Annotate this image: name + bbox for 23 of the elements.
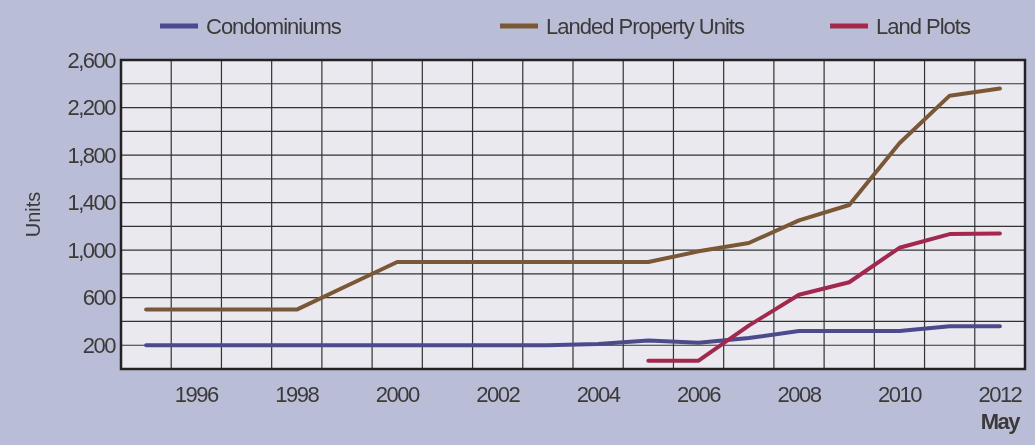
- legend-label: Landed Property Units: [546, 13, 745, 39]
- x-tick-label: 1998: [275, 382, 320, 407]
- x-tick-label: 1996: [174, 382, 220, 407]
- y-tick-label: 2,200: [67, 95, 117, 121]
- x-tick-label: 2012 May: [978, 382, 1023, 434]
- legend-label: Condominiums: [206, 13, 342, 39]
- x-tick-label: 2002: [476, 382, 521, 407]
- y-axis-title: Units: [22, 191, 44, 238]
- x-tick-label: 2008: [777, 382, 822, 407]
- y-tick-label: 1,800: [67, 142, 117, 168]
- x-tick-label: 2010: [877, 382, 923, 407]
- line-series: [646, 231, 1002, 363]
- legend-label: Land Plots: [876, 13, 971, 39]
- line-series: [144, 86, 1002, 312]
- y-tick-label: 1,400: [67, 190, 117, 216]
- y-tick-label: 2,600: [67, 47, 117, 73]
- y-tick-label: 1,000: [67, 237, 117, 263]
- y-tick-label: 600: [82, 285, 117, 311]
- x-tick-label: 2000: [375, 382, 420, 407]
- x-tick-label: 2004: [576, 382, 621, 407]
- line-series: [144, 324, 1002, 348]
- y-tick-label: 200: [82, 332, 117, 358]
- x-tick-label: 2006: [677, 382, 722, 407]
